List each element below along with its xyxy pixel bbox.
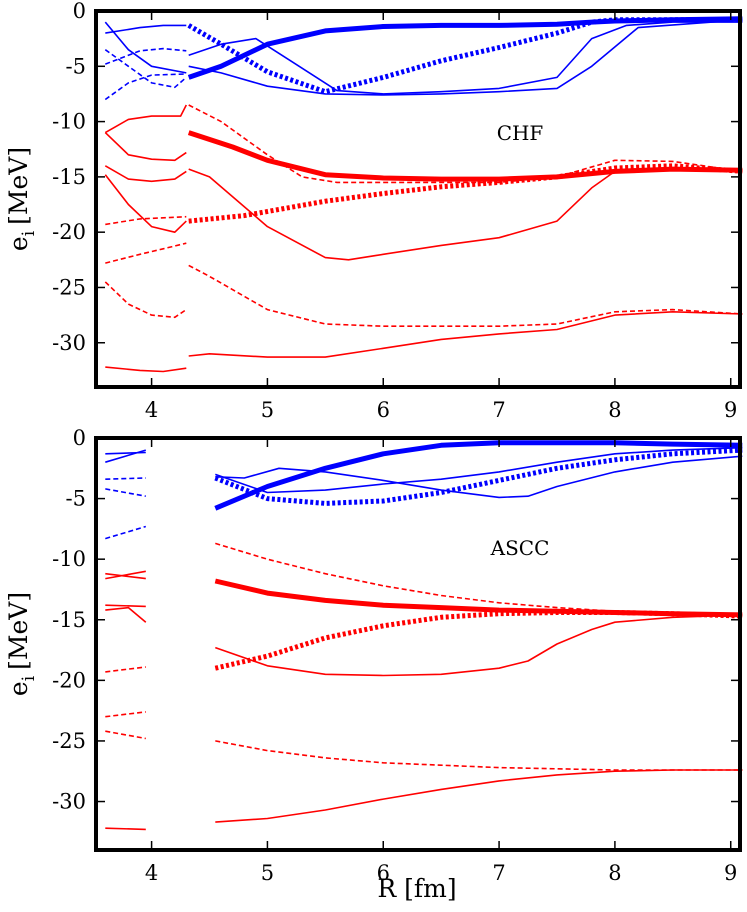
blue-dashed-thin-line-2: [105, 477, 146, 480]
red-solid-thick-line-18: [214, 578, 743, 618]
y-tick-label: 0: [73, 426, 86, 450]
x-tick-label: 9: [724, 398, 737, 422]
x-tick-label: 6: [377, 398, 390, 422]
x-tick-label: 7: [492, 861, 505, 885]
plot-frame: [94, 436, 742, 852]
blue-dashed-thin-line-6: [105, 47, 187, 65]
red-dashed-thick-line-19: [214, 610, 743, 671]
blue-dashed-thin-line-4: [104, 73, 187, 101]
y-tick-label: -5: [66, 487, 86, 511]
blue-solid-thin-line-3: [188, 19, 743, 96]
blue-solid-thin-line-1: [188, 21, 743, 95]
y-axis-symbol: e: [4, 681, 33, 696]
y-axis-subscript: i: [19, 230, 39, 236]
red-dashed-thin-line-13: [105, 666, 146, 673]
y-axis-unit: [MeV]: [4, 592, 33, 670]
red-solid-thick-line-9: [187, 130, 743, 182]
y-tick-label: -10: [52, 547, 86, 571]
red-solid-thin-line-20: [215, 614, 743, 677]
x-tick-label: 4: [145, 861, 158, 885]
x-axis-title: R [fm]: [377, 874, 456, 903]
red-dashed-thin-line-17: [105, 215, 187, 226]
blue-solid-thick-line-7: [214, 440, 743, 511]
panel-annotation: ASCC: [490, 536, 550, 560]
panel-annotation: CHF: [497, 121, 544, 145]
blue-solid-thin-line-0: [104, 21, 187, 74]
red-dashed-thin-line-19: [104, 281, 187, 319]
y-axis-title: ei [MeV]: [4, 147, 39, 251]
red-solid-thin-line-16: [105, 827, 146, 831]
x-tick-label: 5: [261, 861, 274, 885]
red-solid-thin-line-21: [105, 366, 187, 373]
plot-frame: [94, 9, 742, 389]
red-solid-thin-line-22: [215, 769, 743, 823]
red-solid-thin-line-14: [104, 174, 187, 233]
y-axis-title: ei [MeV]: [4, 592, 39, 696]
data-series-group: [104, 16, 743, 373]
red-dashed-thin-line-17: [215, 542, 743, 615]
red-solid-thin-line-12: [105, 606, 147, 623]
ascc-panel: 4 5 6 7 8 9 0 -5 -10 -15 -20 -25 -30 ei [MeV] ASCC R [fm…: [4, 426, 743, 903]
x-tick-label: 4: [145, 398, 158, 422]
red-solid-thin-line-22: [188, 310, 743, 358]
y-tick-label: 0: [73, 0, 86, 23]
red-solid-thin-line-13: [104, 165, 187, 183]
y-tick-label: -15: [52, 165, 86, 189]
red-dashed-thin-line-21: [215, 740, 743, 771]
x-tick-label: 5: [261, 398, 274, 422]
red-dashed-thin-line-20: [188, 264, 743, 328]
y-tick-label: -25: [52, 729, 86, 753]
red-solid-thin-line-12: [104, 132, 187, 162]
blue-dashed-thin-line-5: [104, 49, 187, 89]
blue-dashed-thick-line-8: [187, 17, 743, 95]
red-solid-thin-line-11: [104, 104, 188, 134]
data-series-group: [105, 440, 743, 831]
y-tick-label: -25: [52, 275, 86, 299]
y-axis-symbol: e: [4, 236, 33, 251]
blue-dashed-thin-line-4: [105, 525, 147, 540]
blue-solid-thick-line-7: [187, 16, 743, 80]
y-axis-subscript: i: [19, 675, 39, 681]
red-dashed-thin-line-18: [105, 242, 187, 264]
y-tick-label: -15: [52, 608, 86, 632]
red-solid-thin-line-9: [105, 572, 146, 580]
blue-dashed-thin-line-3: [105, 488, 146, 497]
y-tick-label: -20: [52, 668, 86, 692]
chf-panel: 4 5 6 7 8 9 0 -5 -10 -15 -20 -25 -30 ei [MeV] CHF: [4, 0, 743, 422]
red-dashed-thin-line-14: [105, 711, 146, 718]
y-tick-label: -10: [52, 110, 86, 134]
red-dashed-thin-line-15: [105, 730, 146, 740]
blue-solid-thin-line-2: [105, 24, 187, 34]
y-tick-label: -5: [66, 54, 86, 78]
x-tick-label: 8: [608, 861, 621, 885]
red-dashed-thick-line-10: [188, 163, 743, 224]
y-tick-label: -30: [52, 331, 86, 355]
red-dashed-thin-line-16: [188, 104, 743, 184]
y-axis-unit: [MeV]: [4, 147, 33, 225]
x-tick-label: 7: [492, 398, 505, 422]
blue-dashed-thick-line-8: [214, 447, 743, 506]
red-solid-thin-line-11: [105, 604, 146, 608]
blue-solid-thin-line-6: [215, 446, 743, 494]
red-solid-thin-line-15: [188, 168, 743, 261]
y-tick-label: -20: [52, 220, 86, 244]
blue-solid-thin-line-5: [215, 455, 743, 499]
blue-solid-thin-line-1: [105, 449, 147, 463]
x-tick-label: 6: [377, 861, 390, 885]
x-tick-label: 9: [724, 861, 737, 885]
x-tick-label: 8: [608, 398, 621, 422]
red-solid-thin-line-10: [105, 570, 146, 580]
y-tick-label: -30: [52, 790, 86, 814]
